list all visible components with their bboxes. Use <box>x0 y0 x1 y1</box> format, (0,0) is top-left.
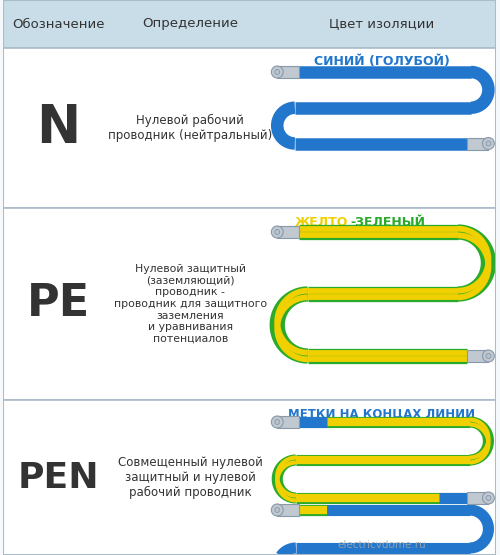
Text: Цвет изоляции: Цвет изоляции <box>329 18 434 31</box>
Text: Нулевой защитный
(заземляющий)
проводник -
проводник для защитного
заземления
и : Нулевой защитный (заземляющий) проводник… <box>114 264 267 344</box>
Text: Нулевой рабочий
проводник (нейтральный): Нулевой рабочий проводник (нейтральный) <box>108 114 272 142</box>
Circle shape <box>275 420 280 425</box>
Text: electricvdome.ru: electricvdome.ru <box>338 540 426 550</box>
Text: МЕТКИ НА КОНЦАХ ЛИНИИ: МЕТКИ НА КОНЦАХ ЛИНИИ <box>288 407 476 421</box>
Text: Обозначение: Обозначение <box>12 18 104 31</box>
Circle shape <box>482 492 494 504</box>
Bar <box>466 138 488 149</box>
Circle shape <box>275 230 280 235</box>
Bar <box>277 226 299 238</box>
Bar <box>466 492 488 504</box>
Circle shape <box>482 138 494 149</box>
Text: PE: PE <box>26 282 90 325</box>
Circle shape <box>272 504 283 516</box>
Circle shape <box>486 496 491 501</box>
Circle shape <box>275 69 280 74</box>
Text: PEN: PEN <box>18 461 99 495</box>
Bar <box>277 416 299 428</box>
Circle shape <box>272 226 283 238</box>
Bar <box>3 48 496 208</box>
Circle shape <box>272 66 283 78</box>
Text: Совмещенный нулевой
защитный и нулевой
рабочий проводник: Совмещенный нулевой защитный и нулевой р… <box>118 456 263 499</box>
Text: СИНИЙ (ГОЛУБОЙ): СИНИЙ (ГОЛУБОЙ) <box>314 56 450 68</box>
Bar <box>3 208 496 400</box>
Bar <box>466 350 488 362</box>
Bar <box>277 66 299 78</box>
Text: -ЗЕЛЕНЫЙ: -ЗЕЛЕНЫЙ <box>350 215 426 229</box>
Circle shape <box>272 416 283 428</box>
Circle shape <box>486 141 491 146</box>
Text: Определение: Определение <box>142 18 238 31</box>
Bar <box>277 504 299 516</box>
Bar <box>3 0 496 48</box>
Text: N: N <box>36 102 80 154</box>
Bar <box>3 400 496 555</box>
Text: ЖЕЛТО: ЖЕЛТО <box>295 215 348 229</box>
Circle shape <box>486 354 491 359</box>
Circle shape <box>482 350 494 362</box>
Circle shape <box>275 507 280 512</box>
